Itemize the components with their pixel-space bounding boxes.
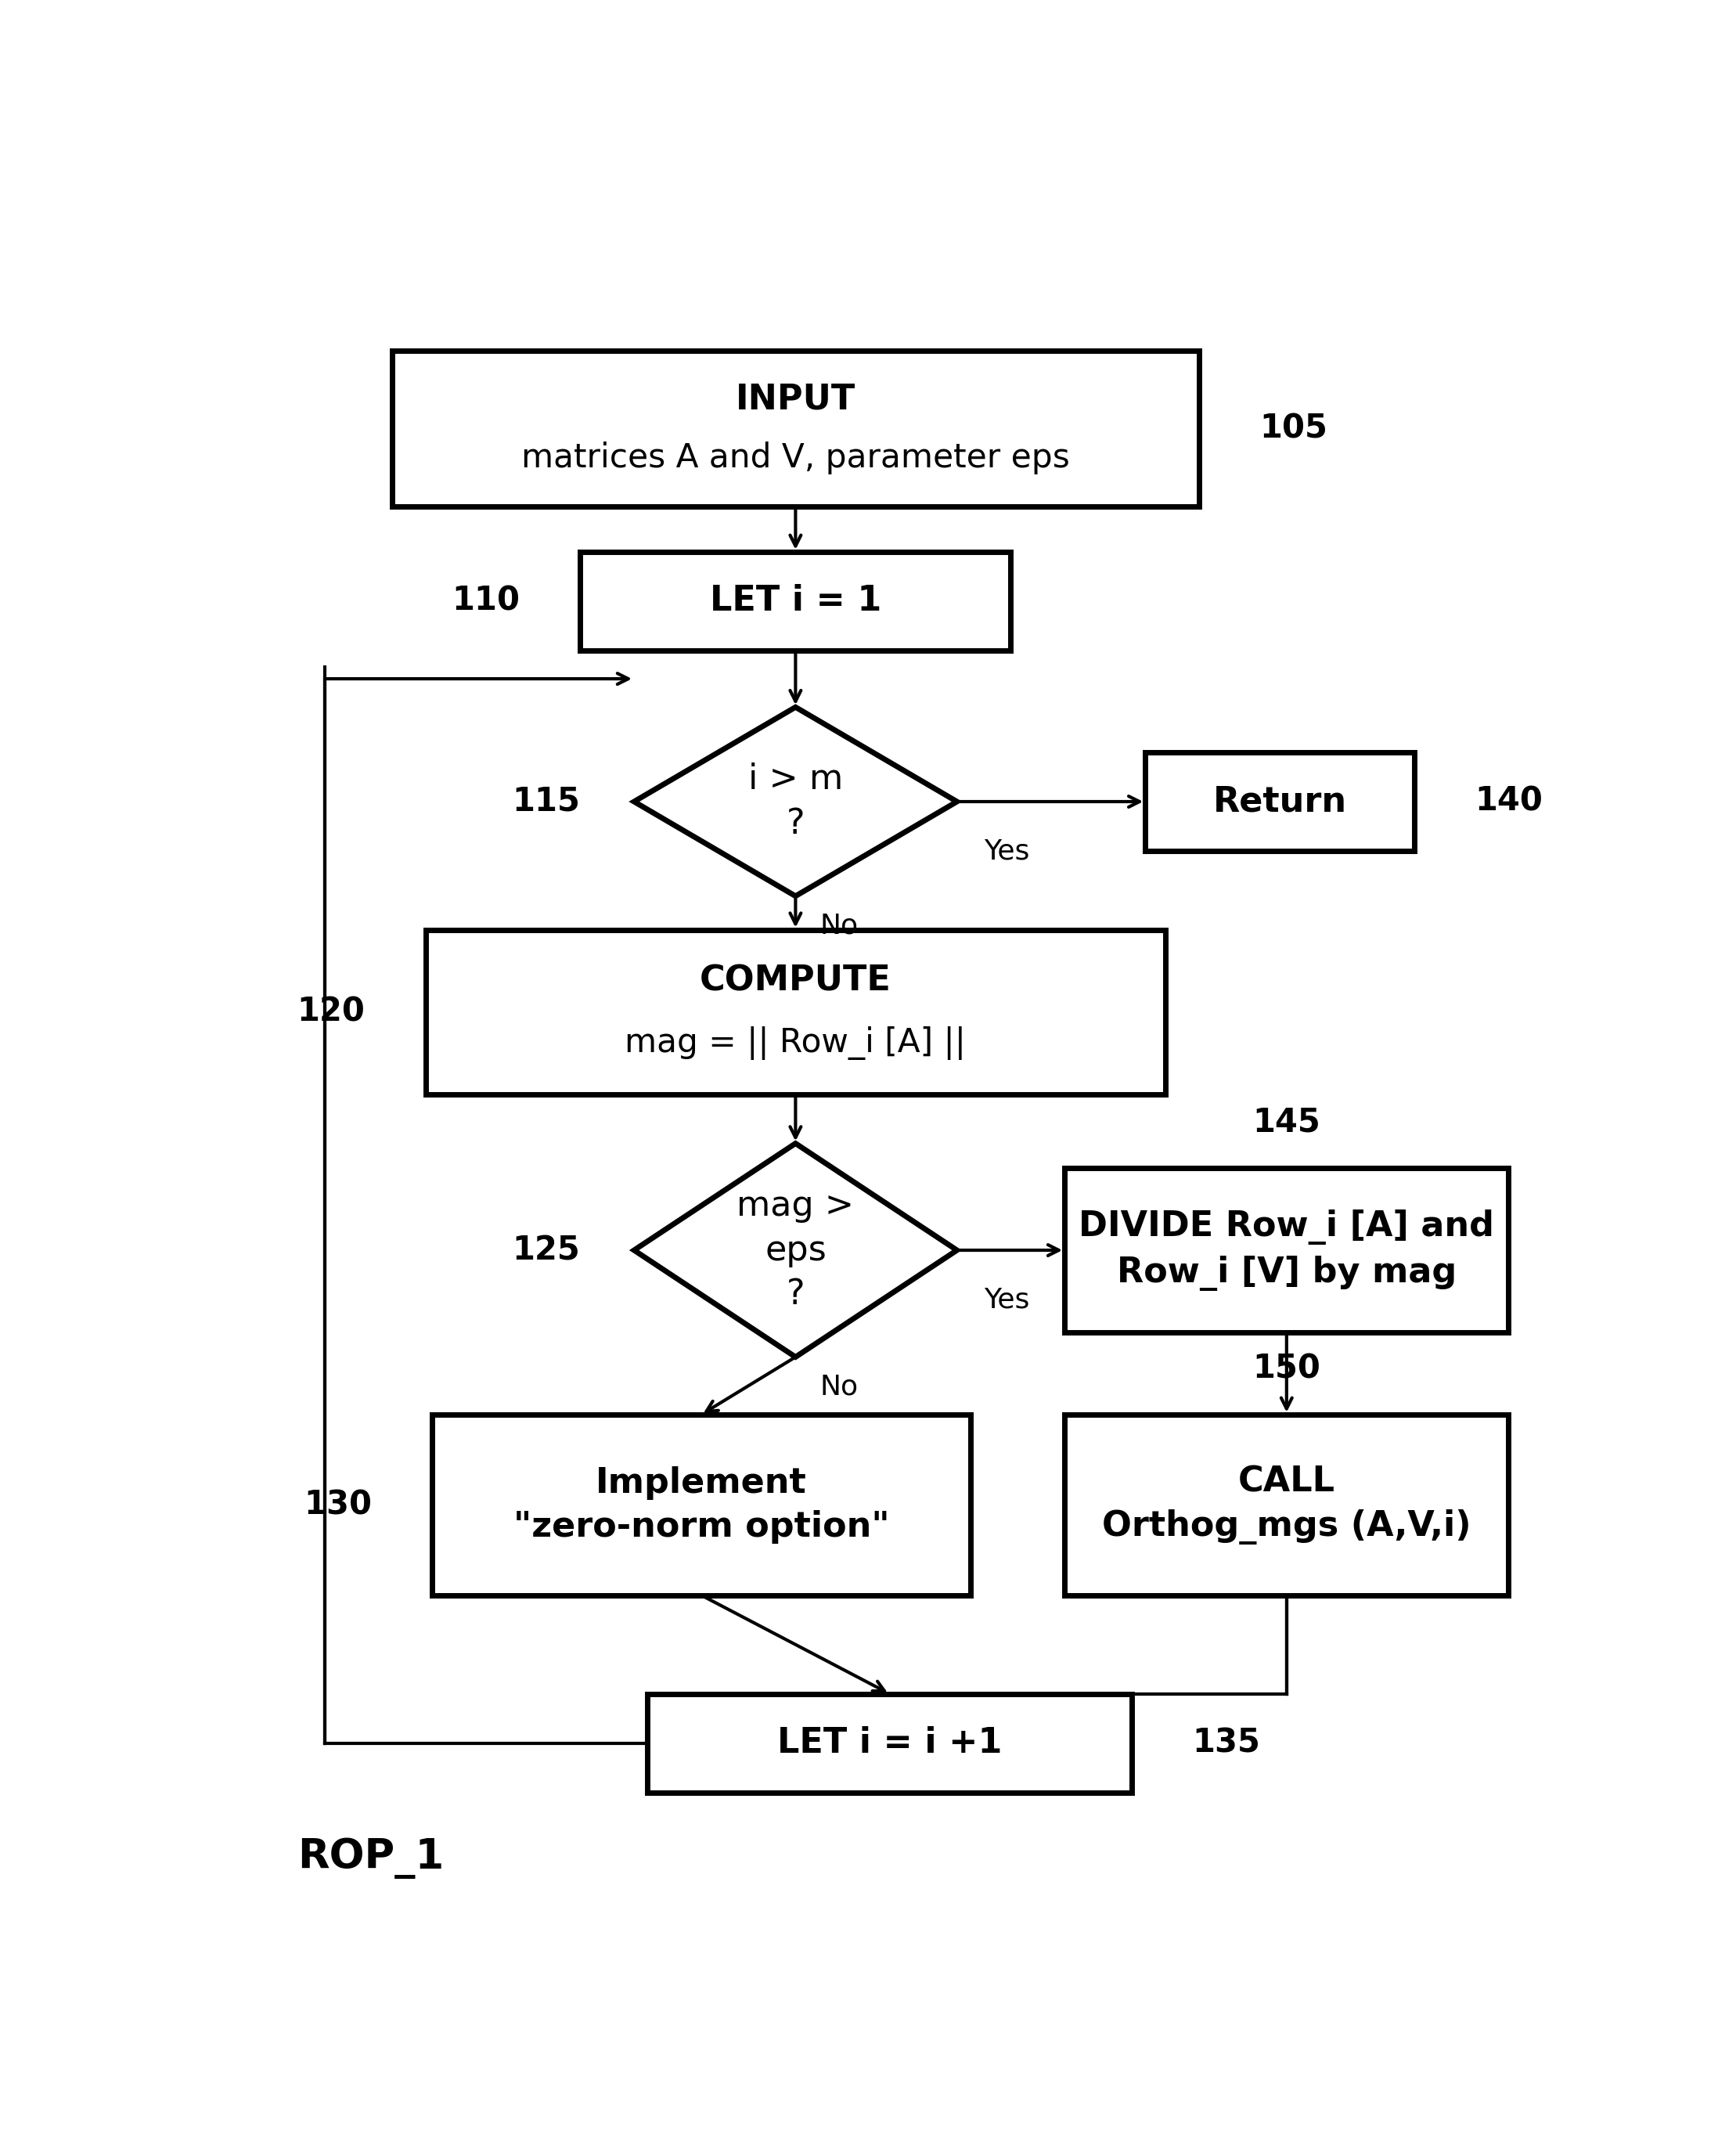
Text: ROP_1: ROP_1 [299, 1837, 444, 1878]
Text: Implement
"zero-norm option": Implement "zero-norm option" [514, 1466, 889, 1543]
Text: 120: 120 [297, 994, 365, 1029]
Text: CALL
Orthog_mgs (A,V,i): CALL Orthog_mgs (A,V,i) [1102, 1466, 1470, 1545]
Text: COMPUTE: COMPUTE [700, 965, 891, 997]
Text: No: No [819, 913, 858, 939]
Text: mag = || Row_i [A] ||: mag = || Row_i [A] || [625, 1026, 967, 1061]
FancyBboxPatch shape [1064, 1167, 1509, 1332]
FancyBboxPatch shape [1064, 1415, 1509, 1596]
Text: mag >
eps
?: mag > eps ? [736, 1189, 854, 1312]
Polygon shape [634, 1144, 957, 1357]
Text: 130: 130 [304, 1487, 372, 1522]
Text: Return: Return [1213, 785, 1347, 819]
Text: 135: 135 [1193, 1726, 1260, 1761]
Text: 115: 115 [512, 785, 580, 817]
FancyBboxPatch shape [580, 553, 1010, 651]
Text: No: No [819, 1374, 858, 1400]
Text: matrices A and V, parameter eps: matrices A and V, parameter eps [521, 442, 1069, 474]
Text: Yes: Yes [984, 1287, 1029, 1312]
Text: 125: 125 [512, 1233, 580, 1268]
Text: 150: 150 [1253, 1353, 1321, 1385]
Polygon shape [634, 706, 957, 896]
Text: 105: 105 [1260, 412, 1328, 446]
Text: 110: 110 [451, 585, 519, 617]
Text: 145: 145 [1253, 1105, 1321, 1137]
Text: Yes: Yes [984, 839, 1029, 864]
Text: INPUT: INPUT [736, 382, 856, 416]
Text: i > m
?: i > m ? [748, 762, 844, 841]
Text: 140: 140 [1476, 785, 1543, 817]
FancyBboxPatch shape [1146, 753, 1415, 851]
FancyBboxPatch shape [425, 930, 1165, 1095]
FancyBboxPatch shape [392, 350, 1200, 506]
FancyBboxPatch shape [648, 1694, 1132, 1793]
Text: LET i = 1: LET i = 1 [710, 585, 882, 619]
Text: DIVIDE Row_i [A] and
Row_i [V] by mag: DIVIDE Row_i [A] and Row_i [V] by mag [1078, 1210, 1495, 1291]
Text: LET i = i +1: LET i = i +1 [778, 1726, 1002, 1761]
FancyBboxPatch shape [432, 1415, 970, 1596]
